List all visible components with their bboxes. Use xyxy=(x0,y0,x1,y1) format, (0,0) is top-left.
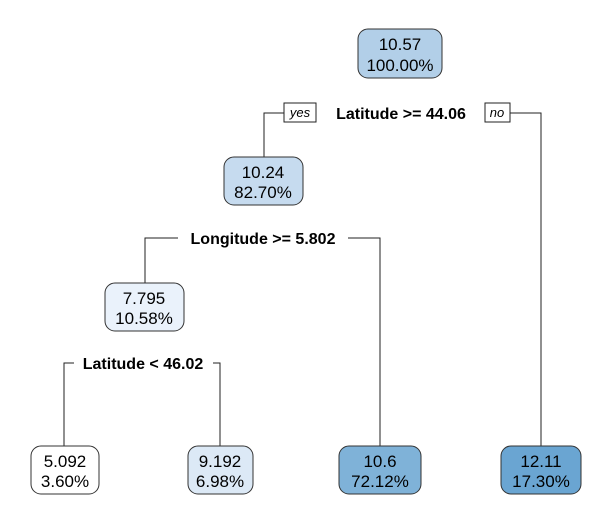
node-leaf-3-percent: 72.12% xyxy=(351,472,409,491)
node-leaf-1-box xyxy=(30,445,100,495)
node-leaf-2-percent: 6.98% xyxy=(196,472,244,491)
node-leaf-4: 12.11 17.30% xyxy=(500,445,582,495)
node-root-percent: 100.00% xyxy=(366,56,433,75)
tree-edges xyxy=(63,112,542,446)
yes-tag: yes xyxy=(289,105,311,120)
edge-s3-right xyxy=(213,362,221,446)
node-3: 7.795 10.58% xyxy=(104,282,185,332)
node-root: 10.57 100.00% xyxy=(357,28,443,79)
node-leaf-1: 5.092 3.60% xyxy=(30,445,100,495)
split-labels: Latitude >= 44.06 Longitude >= 5.802 Lat… xyxy=(83,106,466,373)
node-3-value: 7.795 xyxy=(123,289,166,308)
node-2-percent: 82.70% xyxy=(234,183,292,202)
node-leaf-3-box xyxy=(338,445,422,495)
node-leaf-1-value: 5.092 xyxy=(44,452,87,471)
node-3-box xyxy=(104,282,185,332)
branch-tags: yes no xyxy=(283,102,511,123)
node-3-percent: 10.58% xyxy=(115,309,173,328)
no-tag: no xyxy=(490,105,504,120)
node-leaf-3-value: 10.6 xyxy=(363,452,396,471)
node-leaf-4-value: 12.11 xyxy=(520,452,561,471)
node-2-value: 10.24 xyxy=(242,163,285,182)
edge-s2-left xyxy=(144,237,178,283)
node-root-value: 10.57 xyxy=(379,35,422,54)
edge-root-right xyxy=(510,112,542,446)
node-leaf-2: 9.192 6.98% xyxy=(187,445,254,495)
node-leaf-4-percent: 17.30% xyxy=(512,472,570,491)
node-leaf-3: 10.6 72.12% xyxy=(338,445,422,495)
node-root-box xyxy=(357,28,443,79)
node-leaf-2-box xyxy=(187,445,254,495)
node-2-box xyxy=(223,156,304,206)
edge-s3-left xyxy=(63,362,74,446)
node-leaf-4-box xyxy=(500,445,582,495)
node-leaf-2-value: 9.192 xyxy=(199,452,242,471)
edge-s2-right xyxy=(348,237,381,446)
split-label-longitude: Longitude >= 5.802 xyxy=(191,231,336,248)
node-2: 10.24 82.70% xyxy=(223,156,304,206)
tree-nodes: 10.57 100.00% 10.24 82.70% 7.795 10.58% … xyxy=(30,28,582,495)
no-tag-box xyxy=(484,102,511,123)
edge-root-left xyxy=(263,112,284,157)
node-leaf-1-percent: 3.60% xyxy=(41,472,89,491)
split-label-latitude-2: Latitude < 46.02 xyxy=(83,356,204,373)
yes-tag-box xyxy=(283,102,317,123)
split-label-latitude-1: Latitude >= 44.06 xyxy=(336,106,466,123)
